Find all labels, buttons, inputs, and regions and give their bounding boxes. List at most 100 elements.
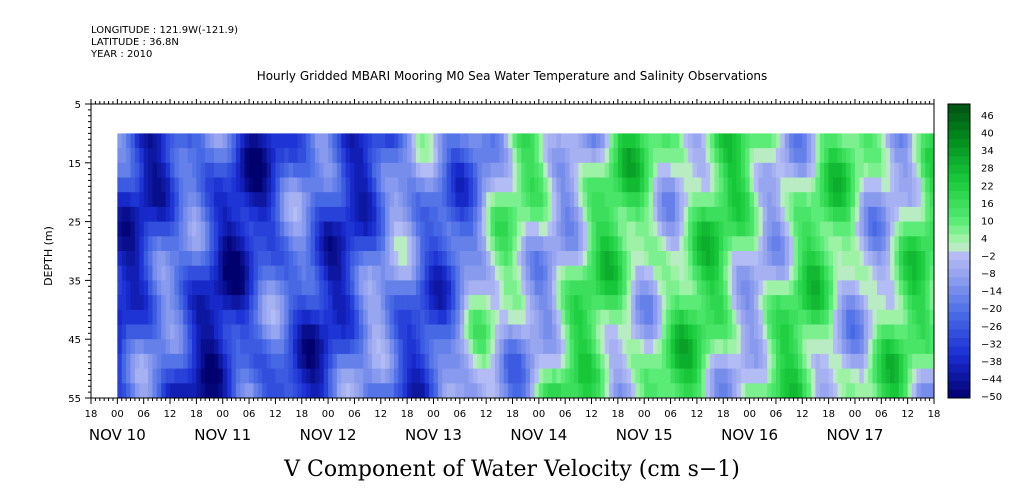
- heatmap-cell: [288, 251, 294, 267]
- heatmap-cell: [389, 133, 395, 149]
- heatmap-cell: [569, 133, 575, 149]
- heatmap-cell: [732, 280, 738, 296]
- heatmap-cell: [688, 324, 694, 340]
- heatmap-cell: [266, 251, 272, 267]
- heatmap-cell: [890, 148, 896, 164]
- heatmap-cell: [732, 368, 738, 384]
- heatmap-cell: [727, 324, 733, 340]
- heatmap-cell: [644, 206, 650, 223]
- heatmap-cell: [117, 162, 123, 179]
- heatmap-cell: [872, 295, 878, 311]
- heatmap-cell: [705, 309, 711, 326]
- heatmap-cell: [670, 251, 676, 267]
- heatmap-cell: [380, 177, 386, 193]
- heatmap-cell: [354, 251, 360, 267]
- heatmap-cell: [828, 353, 834, 370]
- heatmap-cell: [385, 265, 391, 281]
- heatmap-cell: [328, 251, 334, 267]
- heatmap-cell: [859, 265, 865, 281]
- heatmap-cell: [244, 192, 250, 208]
- heatmap-cell: [481, 265, 487, 281]
- heatmap-cell: [723, 148, 729, 164]
- heatmap-cell: [117, 383, 123, 398]
- heatmap-cell: [604, 221, 610, 237]
- heatmap-cell: [802, 295, 808, 311]
- heatmap-cell: [165, 339, 171, 355]
- colorbar-label: 16: [981, 199, 994, 210]
- heatmap-cell: [117, 295, 123, 311]
- heatmap-cell: [314, 192, 320, 208]
- heatmap-cell: [341, 162, 347, 179]
- heatmap-cell: [609, 265, 615, 281]
- heatmap-cell: [354, 280, 360, 296]
- heatmap-cell: [117, 192, 123, 208]
- heatmap-cell: [903, 236, 909, 252]
- heatmap-cell: [758, 206, 764, 223]
- heatmap-cell: [183, 133, 189, 149]
- heatmap-cell: [437, 280, 443, 296]
- heatmap-cell: [477, 162, 483, 179]
- heatmap-cell: [345, 148, 351, 164]
- heatmap-cell: [494, 295, 500, 311]
- heatmap-cell: [644, 177, 650, 193]
- heatmap-cell: [284, 339, 290, 355]
- heatmap-cell: [187, 236, 193, 252]
- heatmap-cell: [767, 148, 773, 164]
- heatmap-cell: [859, 353, 865, 370]
- heatmap-cell: [222, 383, 228, 398]
- heatmap-cell: [429, 221, 435, 237]
- heatmap-cell: [341, 324, 347, 340]
- heatmap-cell: [174, 133, 180, 149]
- heatmap-cell: [139, 177, 145, 193]
- heatmap-cell: [323, 295, 329, 311]
- heatmap-cell: [213, 295, 219, 311]
- heatmap-cell: [688, 265, 694, 281]
- heatmap-cell: [367, 133, 373, 149]
- heatmap-cell: [433, 251, 439, 267]
- heatmap-cell: [569, 265, 575, 281]
- heatmap-cell: [424, 265, 430, 281]
- heatmap-cell: [613, 133, 619, 149]
- heatmap-cell: [916, 339, 922, 355]
- heatmap-cell: [538, 192, 544, 208]
- heatmap-cell: [231, 162, 237, 179]
- heatmap-cell: [560, 206, 566, 223]
- heatmap-cell: [661, 133, 667, 149]
- heatmap-cell: [644, 280, 650, 296]
- heatmap-cell: [771, 148, 777, 164]
- heatmap-cell: [363, 295, 369, 311]
- heatmap-cell: [868, 192, 874, 208]
- heatmap-cell: [885, 295, 891, 311]
- heatmap-cell: [661, 368, 667, 384]
- heatmap-cell: [314, 133, 320, 149]
- heatmap-cell: [429, 265, 435, 281]
- heatmap-cell: [868, 236, 874, 252]
- heatmap-cell: [824, 309, 830, 326]
- heatmap-cell: [240, 133, 246, 149]
- heatmap-cell: [863, 221, 869, 237]
- heatmap-cell: [679, 206, 685, 223]
- heatmap-cell: [218, 339, 224, 355]
- heatmap-cell: [828, 339, 834, 355]
- heatmap-cell: [573, 192, 579, 208]
- heatmap-cell: [512, 177, 518, 193]
- heatmap-cell: [345, 265, 351, 281]
- heatmap-cell: [328, 324, 334, 340]
- heatmap-cell: [833, 177, 839, 193]
- heatmap-cell: [398, 368, 404, 384]
- heatmap-cell: [912, 133, 918, 149]
- heatmap-cell: [885, 162, 891, 179]
- heatmap-cell: [635, 339, 641, 355]
- heatmap-cell: [284, 353, 290, 370]
- heatmap-cell: [876, 162, 882, 179]
- heatmap-cell: [402, 236, 408, 252]
- heatmap-cell: [165, 221, 171, 237]
- heatmap-cell: [569, 324, 575, 340]
- heatmap-cell: [512, 236, 518, 252]
- heatmap-cell: [503, 251, 509, 267]
- heatmap-cell: [385, 148, 391, 164]
- heatmap-cell: [468, 192, 474, 208]
- heatmap-cell: [666, 339, 672, 355]
- heatmap-cell: [376, 309, 382, 326]
- heatmap-cell: [688, 236, 694, 252]
